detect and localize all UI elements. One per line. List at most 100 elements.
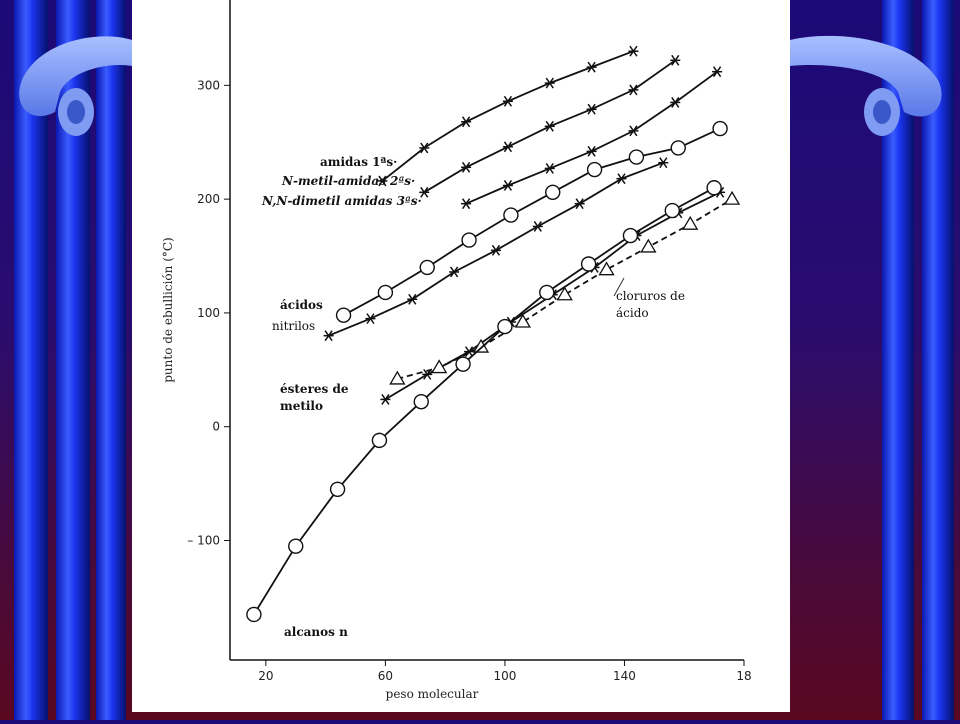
data-point-circle (419, 259, 435, 276)
x-tick-label: 60 (378, 669, 393, 683)
y-tick-label: 0 (212, 420, 220, 434)
y-tick-label: 100 (197, 306, 220, 320)
data-point-star (586, 103, 597, 115)
data-point-star (628, 45, 639, 57)
data-point-star (365, 313, 376, 325)
data-point-star (628, 84, 639, 96)
series-6 (389, 190, 741, 385)
data-point-star (544, 120, 555, 132)
data-point-circle (246, 606, 262, 623)
label-esteres-line2: metilo (280, 399, 323, 413)
curtain-scroll (19, 36, 132, 117)
label-nitrilos: nitrilos (272, 319, 315, 333)
data-point-circle (628, 149, 645, 165)
data-point-star (407, 293, 418, 305)
data-point-star (323, 330, 334, 342)
data-point-circle (455, 356, 471, 372)
data-point-circle (329, 481, 346, 498)
cloruros-pointer (613, 277, 625, 297)
data-point-star (461, 161, 472, 173)
label-amidas-2: N-metil-amidas 2ªs· (281, 174, 415, 188)
series-0 (377, 45, 639, 187)
data-point-star (377, 175, 388, 187)
data-point-circle (497, 318, 513, 335)
y-tick-label: 300 (197, 78, 220, 92)
data-point-star (670, 96, 681, 108)
data-point-star (670, 54, 681, 66)
data-point-star (461, 198, 472, 210)
series-line (253, 187, 715, 615)
data-point-star (712, 66, 723, 78)
data-point-circle (712, 120, 728, 137)
data-point-star (658, 157, 669, 169)
series-7 (246, 180, 722, 623)
data-point-triangle (556, 286, 573, 301)
x-tick-label: 18 (736, 669, 751, 683)
label-alcanos: alcanos n (284, 625, 348, 639)
curtain-pillar (96, 0, 126, 720)
label-amidas-3: N,N-dimetil amidas 3ªs· (261, 194, 422, 208)
data-point-triangle (598, 261, 615, 276)
data-point-circle (664, 202, 680, 219)
series-line (381, 50, 634, 182)
y-tick-label: – 100 (187, 534, 220, 548)
data-point-star (628, 125, 639, 137)
data-point-circle (377, 284, 394, 301)
data-point-star (449, 266, 460, 278)
label-cloruros-line2: ácido (616, 306, 649, 320)
curtain-scroll-hole (873, 100, 891, 124)
data-point-star (502, 180, 513, 191)
x-axis-title: peso molecular (386, 687, 479, 701)
data-point-star (532, 221, 543, 232)
chart-panel: – 100 0 100 200 300 20 60 100 140 18 amidas 1ªs· … (132, 0, 790, 712)
data-point-circle (545, 184, 561, 201)
series-layer (246, 45, 741, 623)
label-acidos: ácidos (280, 298, 323, 312)
data-point-triangle (682, 215, 699, 230)
data-point-circle (580, 256, 597, 272)
data-point-circle (706, 180, 722, 196)
label-esteres-line1: ésteres de (280, 382, 349, 396)
x-tick-label: 140 (613, 669, 636, 683)
data-point-circle (586, 161, 603, 178)
curtain-pillar (14, 0, 48, 720)
y-tick-label: 200 (197, 192, 220, 206)
data-point-star (586, 61, 597, 73)
series-labels: amidas 1ªs· N-metil-amidas 2ªs· N,N-dime… (261, 155, 685, 639)
data-point-star (502, 95, 513, 107)
curtain-scroll-hole (67, 100, 85, 124)
data-point-star (544, 162, 555, 174)
data-point-circle (670, 140, 686, 156)
data-point-star (461, 116, 472, 128)
data-point-circle (371, 432, 388, 449)
data-point-circle (288, 538, 304, 554)
data-point-circle (622, 227, 639, 244)
data-point-circle (461, 232, 477, 248)
label-cloruros-line1: cloruros de (616, 289, 685, 303)
series-line (343, 127, 721, 316)
data-point-star (419, 142, 430, 154)
data-point-star (419, 186, 430, 198)
data-point-triangle (640, 238, 657, 253)
data-point-triangle (389, 370, 406, 385)
data-point-star (502, 141, 513, 153)
series-1 (419, 54, 681, 198)
x-tick-label: 100 (493, 669, 516, 683)
label-amidas-1: amidas 1ªs· (320, 155, 397, 169)
data-point-star (380, 393, 391, 405)
data-point-circle (539, 284, 555, 301)
y-axis-title: punto de ebullición (°C) (161, 237, 175, 383)
data-point-circle (503, 207, 519, 223)
boiling-point-chart: – 100 0 100 200 300 20 60 100 140 18 amidas 1ªs· … (161, 0, 752, 701)
data-point-triangle (514, 313, 531, 328)
series-4 (323, 157, 669, 342)
axes: – 100 0 100 200 300 20 60 100 140 18 (187, 0, 752, 683)
data-point-star (616, 173, 627, 185)
data-point-star (586, 145, 597, 157)
data-point-circle (413, 393, 429, 410)
right-curtain (790, 0, 960, 720)
data-point-star (574, 198, 585, 210)
series-line (465, 70, 718, 205)
data-point-circle (335, 307, 352, 323)
curtain-scroll (790, 35, 942, 117)
